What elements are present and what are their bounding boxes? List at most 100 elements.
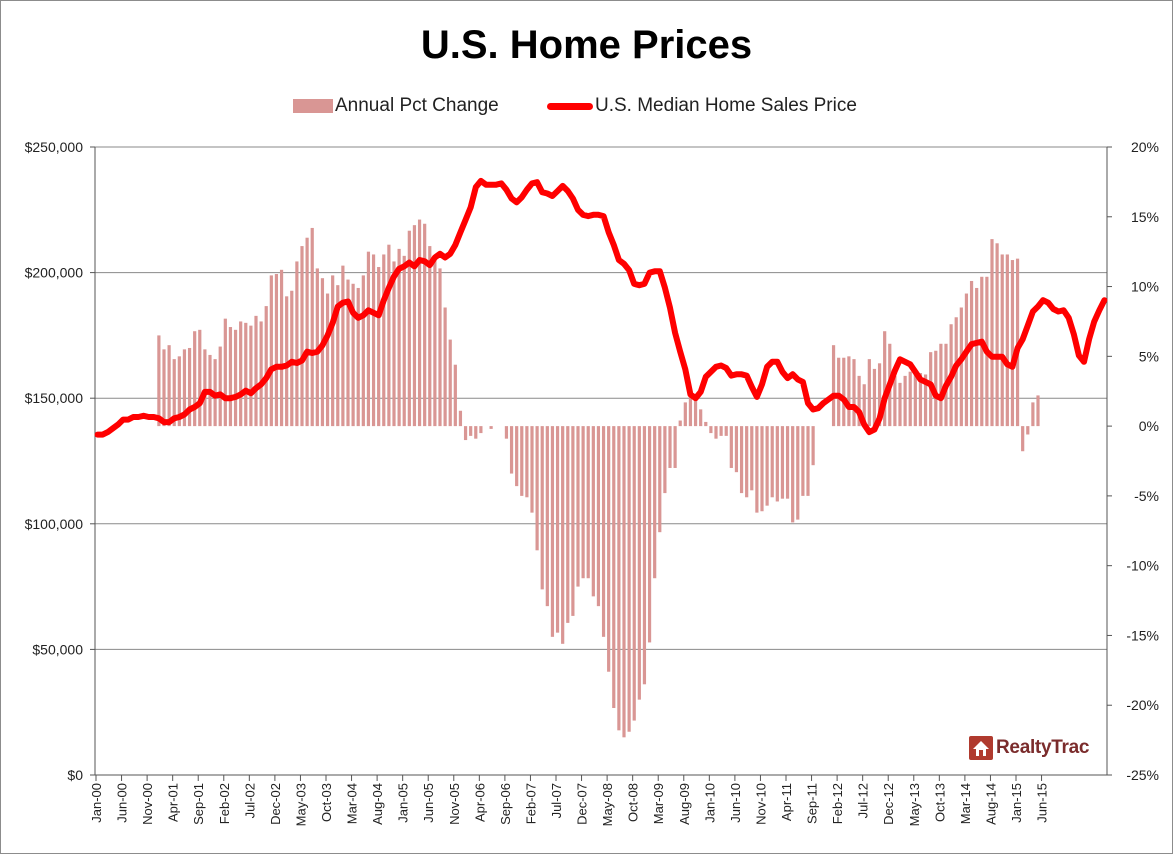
x-tick-label: Feb-07 [523,783,538,824]
right-tick-label: 5% [1139,348,1159,364]
bar [632,426,636,721]
x-tick-label: Jun-05 [421,783,436,823]
bar [939,343,943,427]
x-tick-label: Mar-04 [345,783,360,824]
bar [233,329,238,427]
bar [157,335,161,427]
bar [479,426,483,434]
bar [1031,402,1035,427]
bar [724,426,728,436]
bar [504,426,509,439]
bar [325,293,330,427]
bar [566,426,570,623]
bar [244,322,248,427]
bar [402,255,406,427]
bar [545,426,549,607]
bar [893,375,897,427]
bar [433,260,437,427]
bar [361,275,365,427]
x-tick-label: Nov-10 [753,783,768,825]
bar [331,275,335,427]
bar [458,410,463,427]
bar [622,426,626,738]
left-tick-label: $250,000 [25,139,84,155]
bar [693,396,698,427]
bar [857,375,861,427]
bar [448,339,452,427]
bar [203,349,207,427]
x-tick-label: Jun-15 [1035,783,1050,823]
bar [755,426,759,513]
x-tick-label: May-08 [600,783,615,826]
bar [239,321,243,427]
bar [423,223,427,427]
right-tick-label: -25% [1126,767,1159,783]
bar [837,357,841,427]
bar [903,375,907,427]
bar [182,349,187,427]
chart-title: U.S. Home Prices [420,23,753,67]
left-tick-label: $100,000 [25,516,84,532]
x-tick-label: Oct-08 [626,783,641,822]
bar [310,227,314,427]
realtytrac-logo: RealtyTrac [969,736,1089,760]
x-tick-label: Apr-06 [472,783,487,822]
bar [550,426,555,637]
bar [709,426,713,434]
right-tick-label: -5% [1134,488,1159,504]
bar [913,368,917,427]
bar [279,269,284,427]
right-tick-label: 20% [1131,139,1159,155]
legend-swatch-line [547,102,593,110]
bar [228,327,233,427]
bar [831,345,836,427]
left-tick-label: $50,000 [32,641,83,657]
left-tick-label: $0 [67,767,83,783]
bar [453,364,457,427]
right-tick-label: 10% [1131,279,1159,295]
bar [581,426,585,579]
bar [417,219,422,427]
bar [745,426,749,498]
bar [509,426,514,474]
bar [397,248,401,427]
bar [474,426,478,439]
x-tick-label: Dec-07 [575,783,590,825]
bar [525,426,529,498]
bar [351,283,355,427]
left-tick-label: $200,000 [25,265,84,281]
bar [699,409,703,427]
bar [877,363,882,427]
legend-item-pct-change: Annual Pct Change [293,95,499,117]
bar [734,426,739,473]
bar [254,315,258,427]
right-tick-label: 15% [1131,209,1159,225]
x-tick-label: Oct-03 [319,783,334,822]
bar [382,254,386,427]
right-tick-label: -20% [1126,697,1159,713]
legend-label-pct-change: Annual Pct Change [335,95,499,116]
bar [443,307,447,427]
bar [796,426,800,520]
bar [274,273,279,427]
x-tick-label: May-13 [907,783,922,826]
bar [515,426,519,487]
x-tick-label: Feb-02 [217,783,232,824]
bar [918,373,923,427]
bar [908,371,912,427]
bar [249,325,253,427]
x-tick-label: Aug-09 [677,783,692,825]
bar [377,267,381,427]
bar [663,426,667,494]
bar [596,426,601,607]
median-price-line [94,177,1108,438]
bar [371,254,376,427]
bar [285,296,289,427]
bar [412,225,417,427]
bar [647,426,652,643]
bar [586,426,590,579]
bar [801,426,805,496]
bar [964,293,969,427]
